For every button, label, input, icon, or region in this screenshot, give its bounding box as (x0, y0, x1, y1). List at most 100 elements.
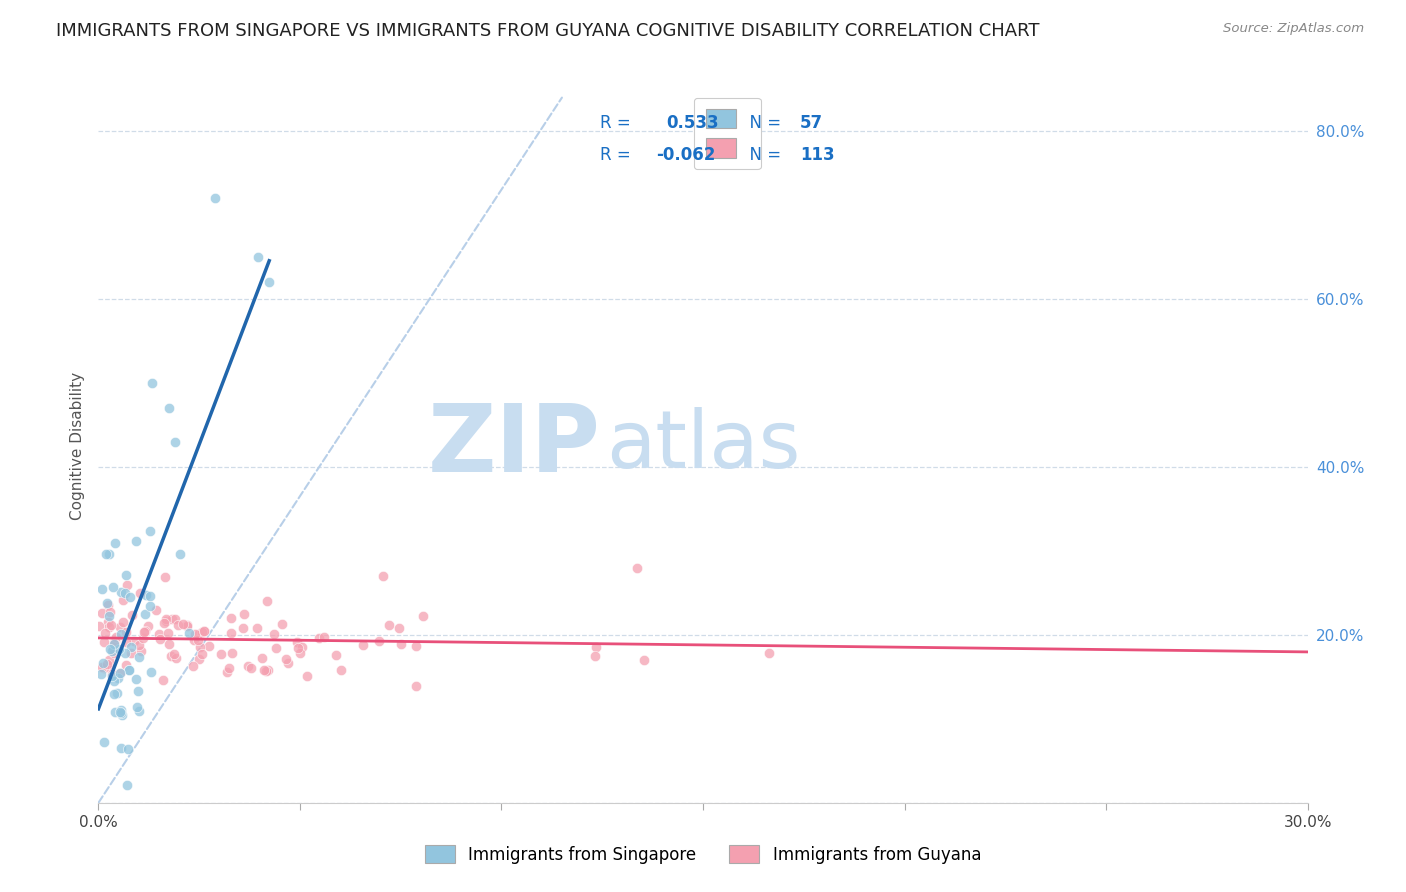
Point (110, 741, 132, 756)
Point (246, 250, 269, 264)
Point (128, 638, 150, 652)
Text: N =: N = (740, 114, 786, 132)
Point (97, 547, 120, 561)
Point (166, 618, 188, 632)
Point (155, 614, 177, 628)
Point (246, 621, 269, 635)
Point (176, 618, 198, 632)
Point (163, 612, 186, 626)
Text: N =: N = (740, 146, 786, 164)
Point (114, 635, 136, 649)
Point (190, 647, 212, 661)
Point (97, 599, 120, 613)
Point (169, 547, 191, 561)
Point (93, 626, 115, 640)
Point (188, 627, 211, 641)
Point (141, 376, 163, 390)
Point (252, 663, 274, 677)
Point (264, 640, 287, 655)
Point (105, 686, 128, 700)
Point (118, 663, 141, 677)
Point (108, 665, 131, 680)
Text: 0.533: 0.533 (666, 114, 720, 132)
Point (111, 707, 134, 722)
Point (183, 632, 205, 647)
Point (163, 434, 186, 449)
Point (120, 640, 142, 655)
Point (108, 642, 131, 657)
Legend: , : , (693, 97, 761, 169)
Point (104, 705, 127, 719)
Point (257, 275, 280, 289)
Point (128, 649, 150, 664)
Point (236, 659, 259, 673)
Point (231, 621, 253, 635)
Point (98, 641, 121, 656)
Point (145, 603, 167, 617)
Point (388, 621, 411, 635)
Point (314, 630, 336, 644)
Point (412, 608, 434, 623)
Point (187, 652, 209, 666)
Point (135, 588, 157, 602)
Point (165, 650, 187, 665)
Point (585, 640, 607, 654)
Point (103, 635, 125, 649)
Point (110, 584, 132, 599)
Point (110, 703, 132, 717)
Point (139, 599, 162, 613)
Point (93, 656, 115, 670)
Point (391, 637, 413, 651)
Point (120, 590, 142, 604)
Point (97, 609, 120, 624)
Point (190, 625, 212, 640)
Point (127, 684, 149, 698)
Point (153, 570, 176, 584)
Point (115, 624, 138, 639)
Text: Source: ZipAtlas.com: Source: ZipAtlas.com (1223, 22, 1364, 36)
Point (96, 547, 118, 561)
Point (111, 593, 134, 607)
Point (157, 637, 180, 651)
Point (117, 741, 139, 756)
Point (101, 641, 124, 656)
Point (101, 581, 124, 595)
Point (103, 646, 125, 660)
Point (148, 626, 170, 640)
Point (149, 632, 172, 646)
Point (157, 626, 180, 640)
Point (110, 706, 132, 721)
Point (308, 631, 330, 645)
Point (98, 658, 121, 673)
Text: R =: R = (600, 114, 641, 132)
Point (93, 735, 115, 749)
Point (157, 401, 180, 416)
Point (215, 665, 238, 679)
Legend: Immigrants from Singapore, Immigrants from Guyana: Immigrants from Singapore, Immigrants fr… (418, 838, 988, 871)
Point (125, 699, 148, 714)
Text: R =: R = (600, 146, 637, 164)
Point (139, 665, 162, 679)
Point (114, 646, 136, 660)
Point (121, 607, 143, 622)
Point (118, 664, 141, 678)
Point (103, 637, 125, 651)
Point (129, 586, 152, 600)
Point (405, 679, 427, 693)
Point (124, 672, 146, 686)
Point (90, 666, 112, 681)
Point (134, 607, 156, 622)
Point (115, 657, 138, 672)
Point (172, 616, 194, 631)
Point (93, 634, 115, 648)
Point (256, 594, 278, 608)
Point (162, 612, 184, 626)
Point (218, 661, 240, 675)
Point (274, 651, 297, 665)
Point (138, 524, 160, 539)
Point (124, 634, 146, 648)
Point (256, 663, 278, 677)
Point (96, 657, 118, 671)
Point (152, 616, 174, 631)
Point (108, 620, 131, 634)
